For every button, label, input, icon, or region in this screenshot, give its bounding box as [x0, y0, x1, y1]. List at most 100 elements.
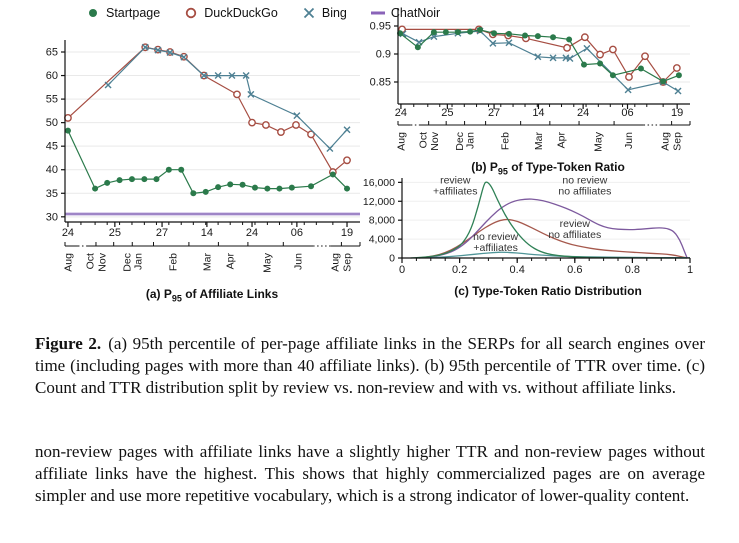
annotation-review-+affiliates: review [440, 175, 471, 187]
marker-startpage [104, 179, 111, 186]
month-label: Jun [293, 253, 305, 270]
marker-startpage [597, 60, 604, 67]
month-label: Nov [96, 252, 108, 271]
x-tick-label: 24 [395, 107, 407, 119]
curve-review-affiliates [410, 181, 688, 259]
figure-caption-text: (a) 95th percentile of per-page affiliat… [35, 334, 705, 397]
month-label: Aug [395, 132, 407, 151]
marker-bing [343, 126, 351, 134]
marker-bing [247, 90, 255, 98]
marker-startpage [329, 171, 336, 178]
marker-bing [214, 72, 222, 80]
x-tick-label: 0.8 [625, 264, 640, 276]
marker-startpage [239, 181, 246, 188]
month-label: Sep [342, 253, 354, 272]
marker-duckduckgo [596, 50, 604, 59]
caption-a-sub: 95 [171, 293, 182, 304]
month-label: Apr [556, 132, 568, 149]
marker-duckduckgo [307, 130, 315, 139]
marker-startpage [430, 29, 437, 36]
chart-a-caption: (a) P95 of Affiliate Links [62, 287, 362, 303]
legend-label: Bing [321, 6, 347, 20]
month-label: Sep [672, 132, 684, 151]
legend-label: Startpage [106, 6, 161, 20]
y-tick-label: 60 [46, 70, 58, 82]
marker-bing [674, 87, 682, 95]
marker-startpage [227, 181, 234, 188]
dash-icon [370, 11, 385, 15]
marker-startpage [190, 190, 197, 197]
x-tick-label: 19 [671, 107, 683, 119]
annotation-review-no-affiliates: no affiliates [548, 229, 601, 241]
open-circle-glyph [186, 7, 197, 19]
month-label: Mar [201, 253, 213, 272]
x-tick-label: 24 [62, 227, 74, 239]
marker-startpage [566, 36, 573, 43]
marker-startpage [308, 183, 315, 190]
marker-duckduckgo [261, 121, 270, 129]
marker-duckduckgo [625, 73, 633, 81]
legend-label: ChatNoir [390, 6, 441, 20]
marker-bing [624, 86, 632, 94]
marker-startpage [609, 72, 616, 79]
marker-bing [534, 53, 542, 61]
marker-startpage [467, 28, 474, 35]
marker-startpage [491, 30, 498, 37]
marker-bing [228, 72, 236, 80]
x-tick-label: 0.4 [510, 264, 525, 276]
marker-duckduckgo [292, 121, 300, 129]
marker-startpage [251, 184, 258, 191]
marker-bing [242, 72, 250, 80]
annotation-no-review-no-affiliates: no affiliates [558, 186, 611, 198]
marker-startpage [276, 185, 283, 192]
marker-startpage [414, 44, 421, 51]
y-tick-label: 0.85 [370, 76, 391, 88]
y-tick-label: 0 [389, 253, 395, 265]
month-label: May [262, 252, 274, 273]
month-label: Aug [329, 253, 341, 272]
x-cross-glyph [303, 7, 314, 19]
series-line-duckduckgo [67, 46, 348, 174]
figure-caption-label: Figure 2. [35, 334, 102, 353]
marker-startpage [344, 185, 351, 192]
marker-startpage [264, 185, 271, 192]
caption-a-post: of Affiliate Links [181, 287, 279, 301]
marker-startpage [178, 166, 185, 173]
annotation-no-review-+affiliates: +affiliates [473, 242, 517, 254]
marker-startpage [477, 26, 484, 33]
marker-startpage [165, 166, 172, 173]
x-tick-label: 14 [532, 107, 544, 119]
y-tick-label: 4,000 [369, 234, 395, 246]
legend-item-duckduckgo: DuckDuckGo [182, 6, 278, 20]
caption-a-pre: (a) P [145, 287, 172, 301]
month-label: Jun [623, 132, 635, 149]
month-label: Feb [499, 132, 511, 150]
month-label: Jan [132, 253, 144, 270]
marker-startpage [128, 176, 135, 183]
marker-bing [154, 46, 162, 54]
chart-b-caption: (b) P95 of Type-Token Ratio [398, 160, 698, 176]
y-tick-label: 40 [46, 164, 58, 176]
y-tick-label: 0.9 [376, 48, 391, 60]
month-label: Dec [121, 253, 133, 272]
month-label: May [593, 131, 605, 152]
chart-b-type-token-ratio: 0.95 0.9 0.85 24 25 27 14 24 06 19 Aug Oct Nov DecJan… [370, 8, 691, 152]
legend: Startpage DuckDuckGo Bing ChatNoir [84, 6, 440, 20]
y-tick-label: 30 [46, 211, 58, 223]
month-label: Nov [429, 131, 441, 150]
marker-startpage [534, 33, 541, 40]
marker-duckduckgo [641, 52, 649, 61]
x-tick-label: 14 [201, 227, 213, 239]
marker-bing [141, 43, 149, 51]
marker-bing [566, 54, 574, 62]
month-label: Jan [465, 132, 477, 149]
annotation-no-review-+affiliates: no review [473, 231, 518, 243]
x-tick-label: 19 [341, 227, 353, 239]
marker-duckduckgo [672, 64, 681, 72]
marker-bing [180, 53, 188, 61]
marker-startpage [675, 72, 682, 79]
marker-bing [200, 72, 208, 80]
marker-bing [166, 48, 174, 56]
caption-b-pre: (b) P [471, 160, 498, 174]
